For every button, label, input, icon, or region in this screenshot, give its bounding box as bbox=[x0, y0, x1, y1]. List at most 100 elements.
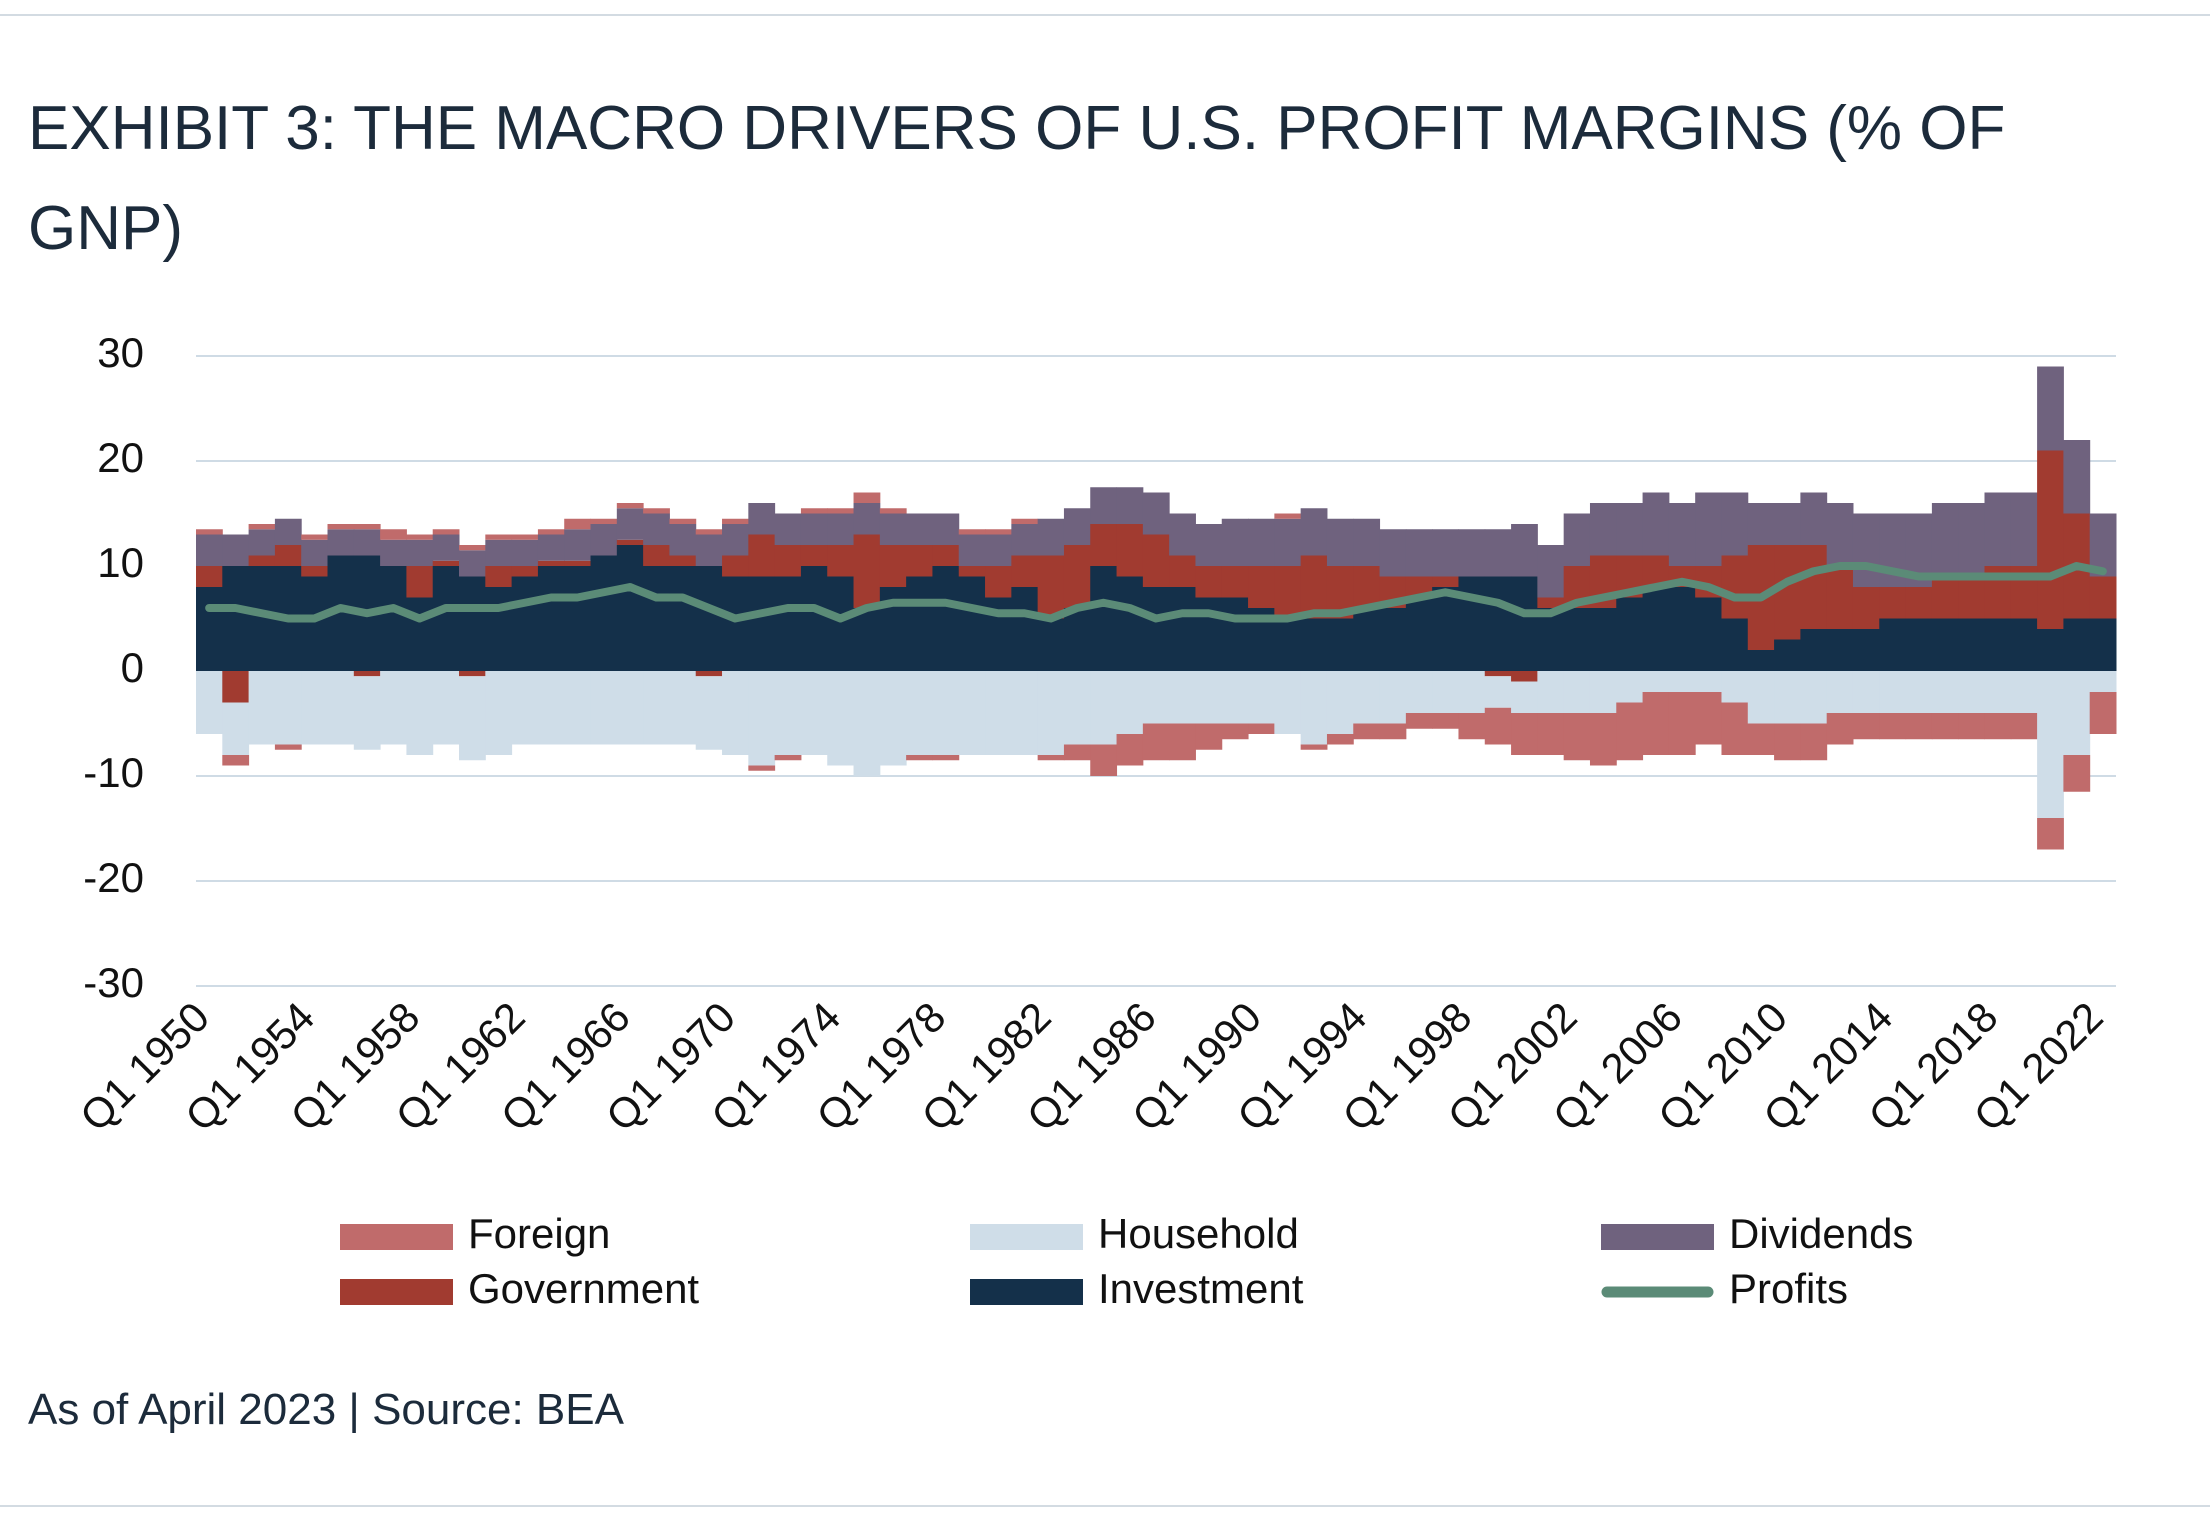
bar-segment bbox=[432, 529, 460, 535]
bar-segment bbox=[1037, 555, 1065, 619]
bar-segment bbox=[853, 534, 881, 608]
bar-segment bbox=[1090, 566, 1118, 671]
bar-segment bbox=[1379, 529, 1407, 577]
bar-segment bbox=[1511, 681, 1538, 713]
bar-segment bbox=[301, 539, 329, 566]
bar-segment bbox=[1484, 671, 1512, 677]
bar-segment bbox=[380, 671, 407, 745]
legend-label: Household bbox=[1098, 1210, 1299, 1257]
bar-segment bbox=[906, 671, 933, 755]
bar-segment bbox=[1826, 713, 1854, 745]
bar-segment bbox=[564, 518, 592, 530]
bar-segment bbox=[459, 676, 486, 761]
bar-segment bbox=[196, 529, 223, 535]
bar-segment bbox=[1695, 597, 1722, 671]
bar-segment bbox=[1774, 545, 1801, 640]
bar-segment bbox=[1800, 545, 1828, 629]
bar-segment bbox=[1721, 555, 1749, 619]
bar-segment bbox=[1300, 671, 1328, 745]
bar-segment bbox=[1484, 529, 1512, 577]
bar-segment bbox=[800, 513, 828, 545]
bar-segment bbox=[2037, 671, 2064, 818]
bar-segment bbox=[564, 560, 592, 566]
bar-segment bbox=[274, 545, 302, 566]
bar-segment bbox=[1432, 671, 1459, 713]
bar-segment bbox=[1537, 713, 1565, 755]
bar-segment bbox=[274, 518, 302, 545]
bar-segment bbox=[1642, 492, 1670, 556]
bar-segment bbox=[1300, 744, 1328, 750]
top-rule bbox=[0, 14, 2210, 16]
bar-segment bbox=[1774, 723, 1801, 761]
bar-segment bbox=[1616, 503, 1644, 556]
bar-segment bbox=[722, 671, 749, 755]
bar-segment bbox=[1537, 597, 1565, 608]
bar-segment bbox=[879, 508, 907, 514]
bar-segment bbox=[2063, 671, 2091, 755]
bar-segment bbox=[722, 524, 749, 556]
bar-segment bbox=[827, 545, 855, 577]
bar-segment bbox=[196, 671, 223, 734]
bar-segment bbox=[932, 545, 960, 566]
bar-segment bbox=[695, 676, 723, 750]
bar-segment bbox=[222, 755, 250, 766]
bar-segment bbox=[1405, 529, 1433, 577]
bar-segment bbox=[1011, 524, 1039, 556]
bar-segment bbox=[853, 608, 881, 671]
bar-segment bbox=[827, 508, 855, 514]
bar-segment bbox=[432, 534, 460, 561]
bar-segment bbox=[485, 671, 513, 755]
bar-segment bbox=[1826, 629, 1854, 671]
bar-segment bbox=[1511, 524, 1538, 577]
bar-segment bbox=[1852, 513, 1880, 587]
bar-segment bbox=[695, 566, 723, 671]
bar-segment bbox=[958, 566, 986, 577]
bar-segment bbox=[1274, 671, 1302, 734]
legend-label: Government bbox=[468, 1265, 699, 1312]
bar-segment bbox=[1326, 734, 1354, 745]
bar-segment bbox=[879, 671, 907, 766]
bar-segment bbox=[537, 534, 565, 561]
bar-segment bbox=[1879, 618, 1907, 671]
bar-segment bbox=[1537, 608, 1565, 671]
bar-segment bbox=[932, 566, 960, 671]
bar-segment bbox=[432, 671, 460, 745]
bar-segment bbox=[1958, 576, 1985, 619]
bar-segment bbox=[748, 765, 776, 771]
bar-segment bbox=[1274, 513, 1302, 519]
bar-segment bbox=[800, 671, 828, 755]
bar-segment bbox=[1695, 692, 1722, 745]
bar-segment bbox=[511, 539, 539, 566]
bar-segment bbox=[1458, 576, 1486, 671]
bar-segment bbox=[274, 744, 302, 750]
bar-segment bbox=[1195, 524, 1223, 566]
bar-segment bbox=[1221, 597, 1249, 671]
bar-segment bbox=[1274, 518, 1302, 566]
bar-segment bbox=[248, 529, 276, 556]
bar-segment bbox=[1142, 492, 1170, 535]
bar-segment bbox=[1248, 518, 1275, 566]
bar-segment bbox=[1774, 639, 1801, 671]
bar-segment bbox=[748, 576, 776, 671]
bar-segment bbox=[2089, 576, 2117, 619]
bar-segment bbox=[274, 671, 302, 745]
bar-segment bbox=[406, 539, 434, 566]
bar-segment bbox=[1326, 518, 1354, 566]
bar-segment bbox=[800, 545, 828, 566]
bar-segment bbox=[2063, 618, 2091, 671]
bar-segment bbox=[853, 492, 881, 503]
bar-segment bbox=[406, 534, 434, 540]
legend-item: Foreign bbox=[340, 1210, 610, 1257]
bar-segment bbox=[827, 513, 855, 545]
bar-segment bbox=[248, 555, 276, 566]
bar-segment bbox=[1852, 587, 1880, 629]
bar-segment bbox=[511, 566, 539, 577]
bar-segment bbox=[985, 534, 1012, 566]
legend-item: Household bbox=[970, 1210, 1299, 1257]
bar-segment bbox=[590, 518, 618, 524]
bar-segment bbox=[748, 534, 776, 577]
bar-segment bbox=[879, 513, 907, 545]
bar-segment bbox=[1353, 723, 1381, 740]
